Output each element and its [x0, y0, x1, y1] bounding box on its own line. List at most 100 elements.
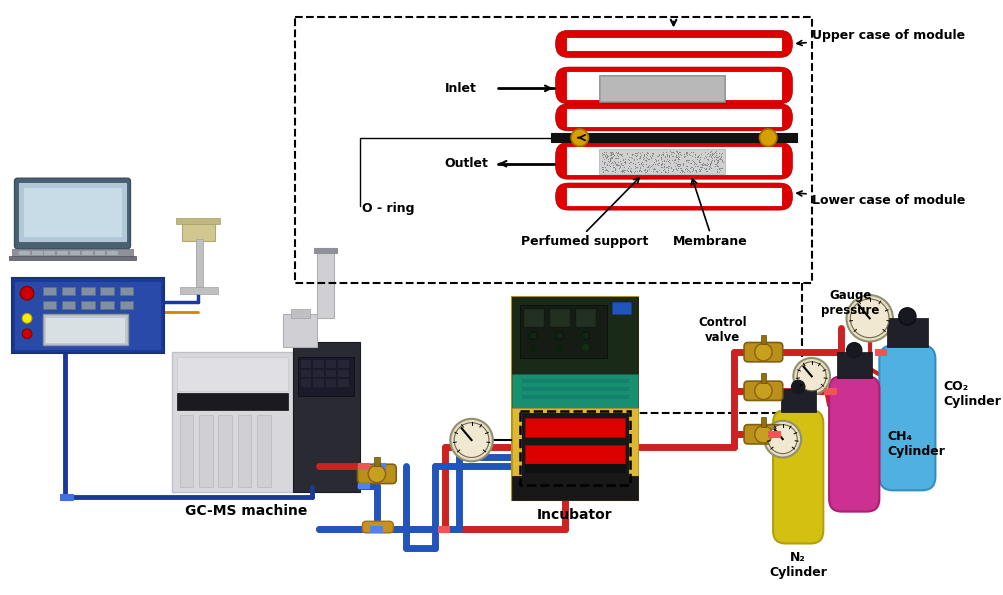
Bar: [57, 250, 66, 252]
Point: [639, 162, 655, 172]
FancyBboxPatch shape: [743, 343, 782, 362]
Point: [594, 151, 610, 160]
Point: [664, 148, 680, 157]
Point: [703, 148, 719, 157]
Point: [646, 159, 662, 168]
Point: [613, 165, 629, 175]
Point: [656, 161, 672, 171]
Circle shape: [450, 419, 492, 461]
Bar: [283, 314, 317, 347]
Point: [622, 167, 638, 176]
Point: [621, 165, 637, 175]
Point: [633, 150, 649, 159]
Point: [674, 159, 690, 169]
Bar: [601, 77, 722, 100]
Bar: [522, 394, 628, 397]
Point: [685, 159, 701, 168]
Bar: [293, 343, 360, 492]
Point: [712, 152, 728, 162]
Bar: [525, 309, 542, 325]
Point: [689, 162, 705, 171]
Point: [655, 162, 671, 172]
Bar: [887, 318, 927, 347]
Bar: [325, 360, 335, 367]
Point: [691, 167, 707, 176]
Point: [599, 165, 615, 175]
Point: [703, 154, 719, 163]
Point: [652, 154, 668, 164]
Circle shape: [763, 421, 800, 458]
Bar: [611, 302, 630, 315]
Point: [712, 154, 728, 163]
Point: [661, 161, 677, 170]
Point: [676, 168, 692, 177]
Circle shape: [796, 362, 825, 391]
Bar: [512, 297, 637, 374]
Point: [678, 148, 694, 157]
Point: [691, 154, 707, 164]
Point: [598, 152, 614, 161]
Point: [623, 149, 639, 159]
Point: [691, 157, 707, 167]
Point: [674, 158, 690, 168]
Point: [705, 155, 721, 165]
Point: [622, 167, 638, 176]
Point: [645, 164, 661, 174]
Circle shape: [759, 129, 776, 146]
Point: [603, 152, 619, 162]
Point: [595, 149, 611, 159]
Bar: [313, 360, 322, 367]
Point: [687, 165, 703, 174]
Point: [623, 153, 639, 162]
Point: [619, 165, 635, 175]
Point: [671, 159, 687, 169]
Point: [628, 148, 644, 157]
Point: [594, 162, 610, 171]
Point: [620, 161, 636, 170]
Bar: [525, 418, 625, 437]
Point: [701, 151, 717, 161]
Point: [656, 156, 672, 165]
Point: [707, 152, 723, 162]
Point: [647, 166, 663, 176]
Point: [712, 163, 728, 173]
Point: [598, 150, 614, 159]
Circle shape: [530, 345, 536, 350]
Point: [604, 147, 620, 156]
Bar: [874, 349, 886, 355]
Point: [600, 151, 616, 160]
Point: [655, 150, 671, 159]
Circle shape: [767, 425, 796, 453]
Point: [671, 148, 687, 157]
Bar: [12, 249, 133, 256]
Point: [655, 149, 671, 159]
Point: [693, 162, 709, 171]
Point: [605, 149, 621, 158]
Bar: [57, 253, 66, 254]
Point: [663, 151, 679, 161]
Point: [708, 164, 724, 174]
Point: [669, 165, 685, 174]
Bar: [44, 253, 54, 254]
Point: [610, 158, 626, 167]
Circle shape: [850, 299, 888, 337]
Point: [616, 154, 632, 164]
Point: [599, 154, 615, 164]
Bar: [512, 408, 637, 476]
Point: [630, 166, 646, 176]
Point: [609, 160, 625, 170]
Point: [612, 150, 628, 159]
Point: [652, 150, 668, 159]
Point: [687, 158, 703, 167]
Point: [640, 154, 656, 164]
Point: [699, 155, 715, 164]
Point: [610, 159, 626, 169]
Point: [612, 159, 628, 168]
Point: [654, 165, 670, 174]
Point: [701, 148, 717, 157]
Bar: [82, 250, 91, 252]
Text: O - ring: O - ring: [362, 202, 414, 215]
Point: [697, 166, 713, 176]
Point: [603, 147, 619, 156]
Point: [617, 156, 633, 166]
